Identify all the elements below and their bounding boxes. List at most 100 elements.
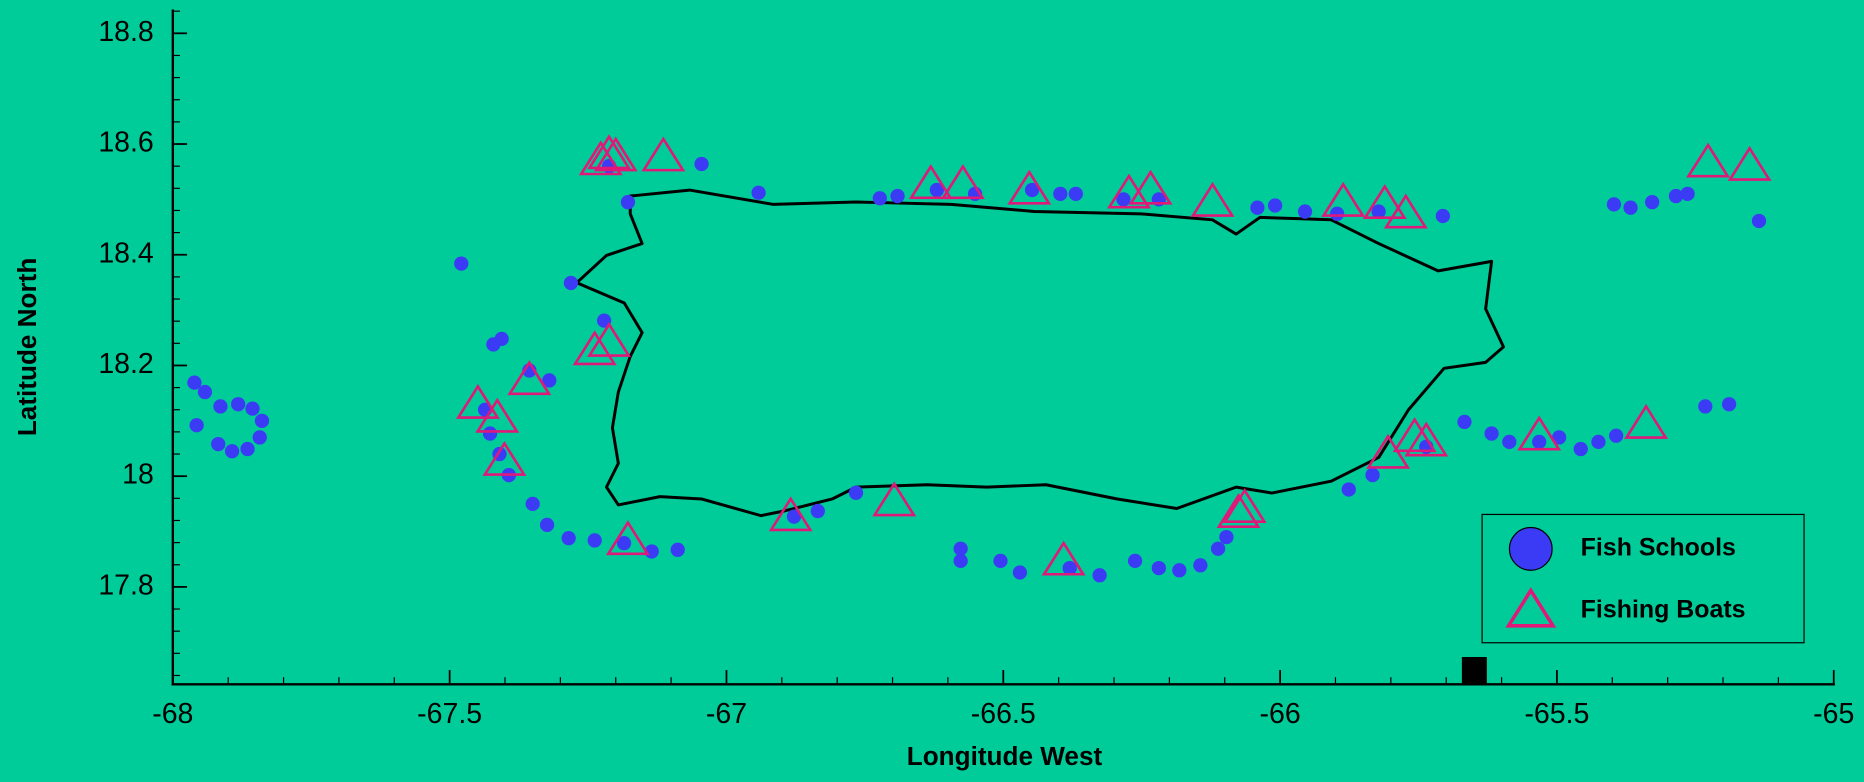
y-tick-label: 18.6 — [98, 127, 153, 159]
fishing-boat — [1362, 184, 1407, 220]
fish-school — [1068, 186, 1083, 201]
y-tick-label: 18.2 — [98, 348, 153, 380]
fish-school — [1210, 541, 1226, 556]
fishing-boat — [641, 136, 686, 172]
fish-school — [810, 503, 825, 519]
fishing-boat — [908, 164, 953, 200]
marker-block — [1461, 657, 1487, 685]
fishing-boat — [1128, 169, 1173, 205]
fish-school — [1668, 188, 1684, 204]
fish-school — [1297, 204, 1313, 219]
fish-school — [872, 191, 887, 206]
legend-label: Fish Schools — [1581, 533, 1736, 561]
fish-school — [1751, 213, 1767, 229]
fish-school — [1330, 206, 1345, 221]
fish-school — [1371, 204, 1386, 219]
fishing-boat — [768, 496, 813, 532]
fish-school — [929, 182, 944, 198]
fish-school — [1012, 565, 1028, 580]
legend-swatch — [1505, 587, 1557, 628]
x-tick-label: -66.5 — [971, 698, 1036, 730]
fish-school — [1341, 482, 1356, 497]
fish-school — [563, 275, 579, 291]
fishing-boat — [1727, 145, 1772, 181]
fishing-boat — [587, 321, 632, 357]
fish-school — [197, 384, 213, 400]
fish-school — [1502, 434, 1517, 449]
fishing-boat — [1222, 488, 1267, 523]
fishing-boat — [940, 164, 985, 200]
fish-school — [670, 542, 685, 557]
fish-school — [1573, 441, 1588, 457]
fish-school — [1092, 568, 1107, 583]
fishing-boat — [1517, 415, 1562, 451]
fish-school — [786, 509, 802, 524]
y-tick-label: 18 — [122, 459, 154, 491]
fishing-boat — [1404, 421, 1449, 457]
fish-school — [240, 441, 255, 457]
fish-school — [1645, 195, 1660, 210]
fish-school — [616, 536, 632, 551]
fish-school — [187, 375, 202, 390]
fishing-boat — [1383, 193, 1428, 229]
fish-school — [213, 399, 228, 414]
x-tick-label: -68 — [152, 698, 193, 730]
x-tick-label: -67 — [706, 698, 747, 730]
fishing-boat — [1007, 169, 1052, 205]
fishing-boat — [1041, 540, 1086, 576]
y-tick-label: 17.8 — [98, 569, 153, 601]
fishing-boat — [1321, 181, 1366, 217]
fish-school — [848, 485, 864, 500]
legend-label: Fishing Boats — [1581, 595, 1746, 623]
fish-school — [1591, 434, 1606, 449]
fishing-boat — [475, 397, 520, 433]
fishing-boat — [455, 383, 500, 419]
y-tick-label: 18.4 — [98, 237, 154, 269]
fish-school — [890, 188, 905, 204]
fish-school — [539, 517, 555, 533]
fish-school — [1172, 563, 1187, 578]
fish-school — [1151, 560, 1166, 576]
fish-school — [1606, 197, 1622, 212]
fishing-boat — [572, 330, 617, 366]
fish-school — [494, 331, 509, 347]
fishing-boat — [587, 134, 632, 170]
fish-school — [525, 496, 540, 511]
fish-school — [751, 185, 766, 200]
fish-school — [1435, 208, 1451, 224]
fish-school — [245, 401, 260, 416]
fishing-boat — [593, 136, 638, 172]
fishing-boat — [578, 140, 623, 176]
fishing-boat — [482, 440, 527, 476]
fishing-boat — [1624, 403, 1669, 439]
fish-school — [1609, 428, 1624, 443]
fish-school — [587, 533, 602, 548]
fish-school — [1532, 434, 1547, 449]
fish-school — [1053, 186, 1068, 201]
fish-school — [1024, 182, 1040, 198]
fish-school — [189, 418, 204, 433]
fish-school — [561, 531, 576, 546]
fish-school — [1365, 467, 1380, 483]
fish-school — [211, 436, 226, 452]
fish-school — [1552, 430, 1567, 445]
fish-school — [1127, 553, 1143, 569]
fish-school — [231, 397, 246, 412]
fish-school — [1267, 198, 1283, 213]
fish-school — [620, 195, 636, 210]
fish-school — [953, 553, 968, 569]
fish-school — [1623, 200, 1638, 215]
fish-school — [694, 156, 709, 172]
fish-school — [993, 553, 1008, 569]
fish-school — [482, 426, 498, 441]
fish-school — [1062, 560, 1077, 576]
fishing-boat — [872, 481, 917, 517]
fish-school — [454, 256, 469, 271]
fish-school — [1680, 186, 1695, 201]
x-tick-label: -66 — [1260, 698, 1301, 730]
y-tick-label: 18.8 — [98, 16, 153, 48]
legend-swatch — [1508, 526, 1553, 571]
fish-school — [252, 430, 267, 445]
